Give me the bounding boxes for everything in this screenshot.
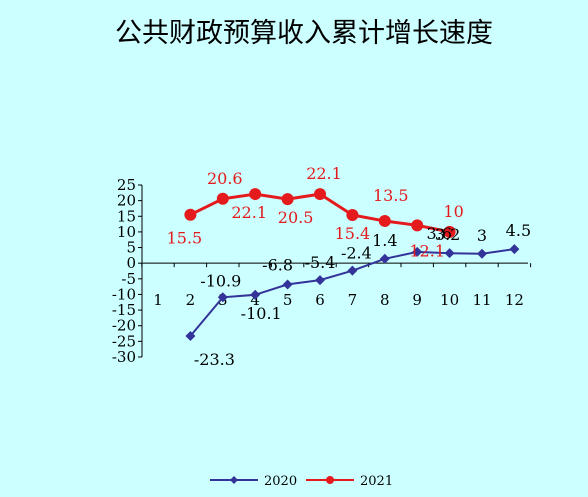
y-tick-label: 20	[117, 192, 136, 210]
point-2020	[379, 253, 390, 264]
x-tick-label: 5	[283, 291, 293, 309]
data-label-2021: 15.5	[167, 229, 203, 248]
x-tick-label: 8	[380, 291, 390, 309]
data-label-2020: 4.5	[506, 221, 531, 240]
data-label-2021: 15.4	[335, 224, 371, 243]
point-2020	[315, 275, 325, 286]
data-label-2020: 3.6	[426, 224, 451, 243]
data-label-2020: 1.4	[372, 231, 397, 250]
x-tick-label: 9	[412, 291, 422, 309]
point-2020	[217, 292, 228, 303]
legend-marker-2021	[326, 476, 334, 484]
data-label-2021: 10	[443, 202, 463, 221]
legend: 2020 2021	[210, 474, 393, 489]
point-2020	[347, 265, 358, 276]
y-tick-label: -5	[121, 270, 136, 288]
point-2021	[281, 193, 294, 206]
y-tick-label: -25	[112, 332, 136, 350]
point-2020	[444, 248, 455, 259]
legend-marker-2020	[230, 476, 238, 484]
x-tick-label: 7	[348, 291, 358, 309]
data-label-2020: 3.2	[435, 225, 460, 244]
data-label-2020: -5.4	[305, 253, 336, 272]
point-2021	[249, 188, 262, 201]
point-2020	[282, 279, 293, 290]
data-label-2021: 13.5	[373, 186, 409, 205]
point-2021	[314, 188, 326, 201]
data-label-2020: -6.8	[262, 255, 293, 274]
y-tick-label: 15	[117, 207, 136, 225]
point-2021	[184, 208, 197, 221]
data-label-2021: 22.1	[231, 203, 267, 222]
data-label-2021: 20.6	[207, 169, 243, 188]
data-label-2020: -10.1	[241, 304, 282, 323]
point-2020	[509, 244, 520, 255]
axes: 2520151050-5-10-15-20-25-301234567891011…	[112, 176, 532, 366]
y-tick-label: 5	[126, 239, 136, 257]
y-tick-label: -30	[112, 348, 136, 366]
point-2020	[412, 246, 423, 257]
x-tick-label: 11	[472, 291, 491, 309]
legend-label-2021: 2021	[360, 474, 393, 489]
point-2021	[411, 219, 424, 232]
x-tick-label: 10	[440, 291, 459, 309]
point-2020	[185, 331, 196, 342]
y-tick-label: -10	[112, 285, 136, 303]
data-label-2021: 12.1	[409, 241, 445, 260]
y-tick-label: 10	[117, 223, 136, 241]
data-label-2020: -10.9	[200, 271, 241, 290]
legend-label-2020: 2020	[264, 474, 297, 489]
x-tick-label: 1	[153, 291, 163, 309]
chart-title: 公共财政预算收入累计增长速度	[115, 18, 493, 49]
x-tick-label: 12	[505, 291, 524, 309]
x-tick-label: 4	[250, 291, 260, 309]
point-2020	[477, 248, 487, 259]
point-2020	[250, 289, 261, 300]
data-label-2021: 20.5	[278, 208, 314, 227]
series-layer	[184, 188, 520, 342]
y-tick-label: 0	[126, 254, 136, 272]
point-2021	[378, 214, 391, 227]
y-tick-label: 25	[117, 176, 136, 194]
y-tick-label: -20	[112, 317, 136, 335]
point-2021	[346, 209, 359, 222]
data-label-2020: -2.4	[341, 244, 372, 263]
data-label-2020: 3	[477, 226, 487, 245]
point-2021	[216, 192, 229, 205]
point-2021	[443, 225, 456, 238]
x-tick-label: 2	[186, 291, 196, 309]
y-tick-label: -15	[112, 301, 136, 319]
data-label-2020: -23.3	[194, 350, 235, 369]
data-labels: -23.3 -10.9-10.1 -6.8 -5.4 -2.41.4 3.63.2 3 4.5…	[167, 164, 532, 369]
x-tick-label: 6	[315, 291, 325, 309]
data-label-2021: 22.1	[306, 164, 342, 183]
